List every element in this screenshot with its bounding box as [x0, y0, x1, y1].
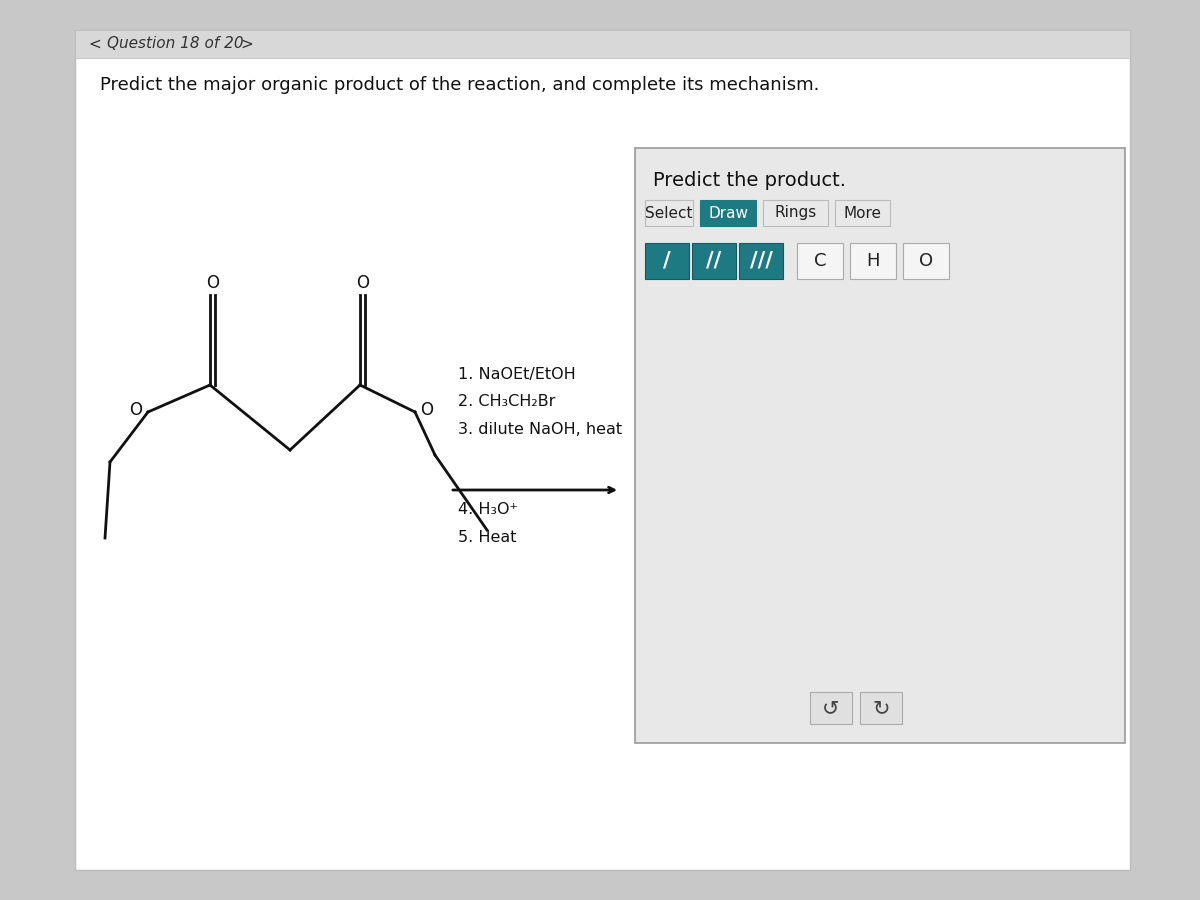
Bar: [74, 30, 1130, 58]
Text: 1. NaOEt/EtOH: 1. NaOEt/EtOH: [458, 367, 576, 382]
Text: O: O: [420, 401, 433, 419]
Text: 4. H₃O⁺: 4. H₃O⁺: [458, 502, 518, 518]
Bar: [635, 148, 1126, 743]
Text: Question 18 of 20: Question 18 of 20: [107, 37, 244, 51]
Bar: [74, 30, 1130, 870]
Bar: [763, 200, 828, 226]
Text: Predict the product.: Predict the product.: [653, 172, 846, 191]
Bar: [810, 692, 852, 724]
Text: <: <: [88, 37, 101, 51]
Text: ↻: ↻: [872, 698, 889, 718]
Text: Select: Select: [646, 205, 692, 220]
Bar: [797, 243, 842, 279]
Bar: [700, 200, 756, 226]
Text: O: O: [206, 274, 220, 292]
Text: ↺: ↺: [822, 698, 840, 718]
Text: Predict the major organic product of the reaction, and complete its mechanism.: Predict the major organic product of the…: [100, 76, 820, 94]
Bar: [739, 243, 784, 279]
Text: C: C: [814, 252, 827, 270]
Bar: [860, 692, 902, 724]
Text: Rings: Rings: [774, 205, 817, 220]
Text: /: /: [664, 251, 671, 271]
Text: //: //: [707, 251, 721, 271]
Text: Draw: Draw: [708, 205, 748, 220]
Text: >: >: [240, 37, 253, 51]
Text: O: O: [130, 401, 143, 419]
Text: More: More: [844, 205, 882, 220]
Bar: [835, 200, 890, 226]
Bar: [850, 243, 896, 279]
Bar: [646, 200, 694, 226]
Text: H: H: [866, 252, 880, 270]
Text: 5. Heat: 5. Heat: [458, 529, 516, 544]
Text: O: O: [356, 274, 370, 292]
Text: O: O: [919, 252, 934, 270]
Bar: [904, 243, 949, 279]
Bar: [646, 243, 689, 279]
Text: ///: ///: [750, 251, 773, 271]
Bar: [692, 243, 736, 279]
Text: 2. CH₃CH₂Br: 2. CH₃CH₂Br: [458, 394, 556, 410]
Text: 3. dilute NaOH, heat: 3. dilute NaOH, heat: [458, 421, 622, 436]
